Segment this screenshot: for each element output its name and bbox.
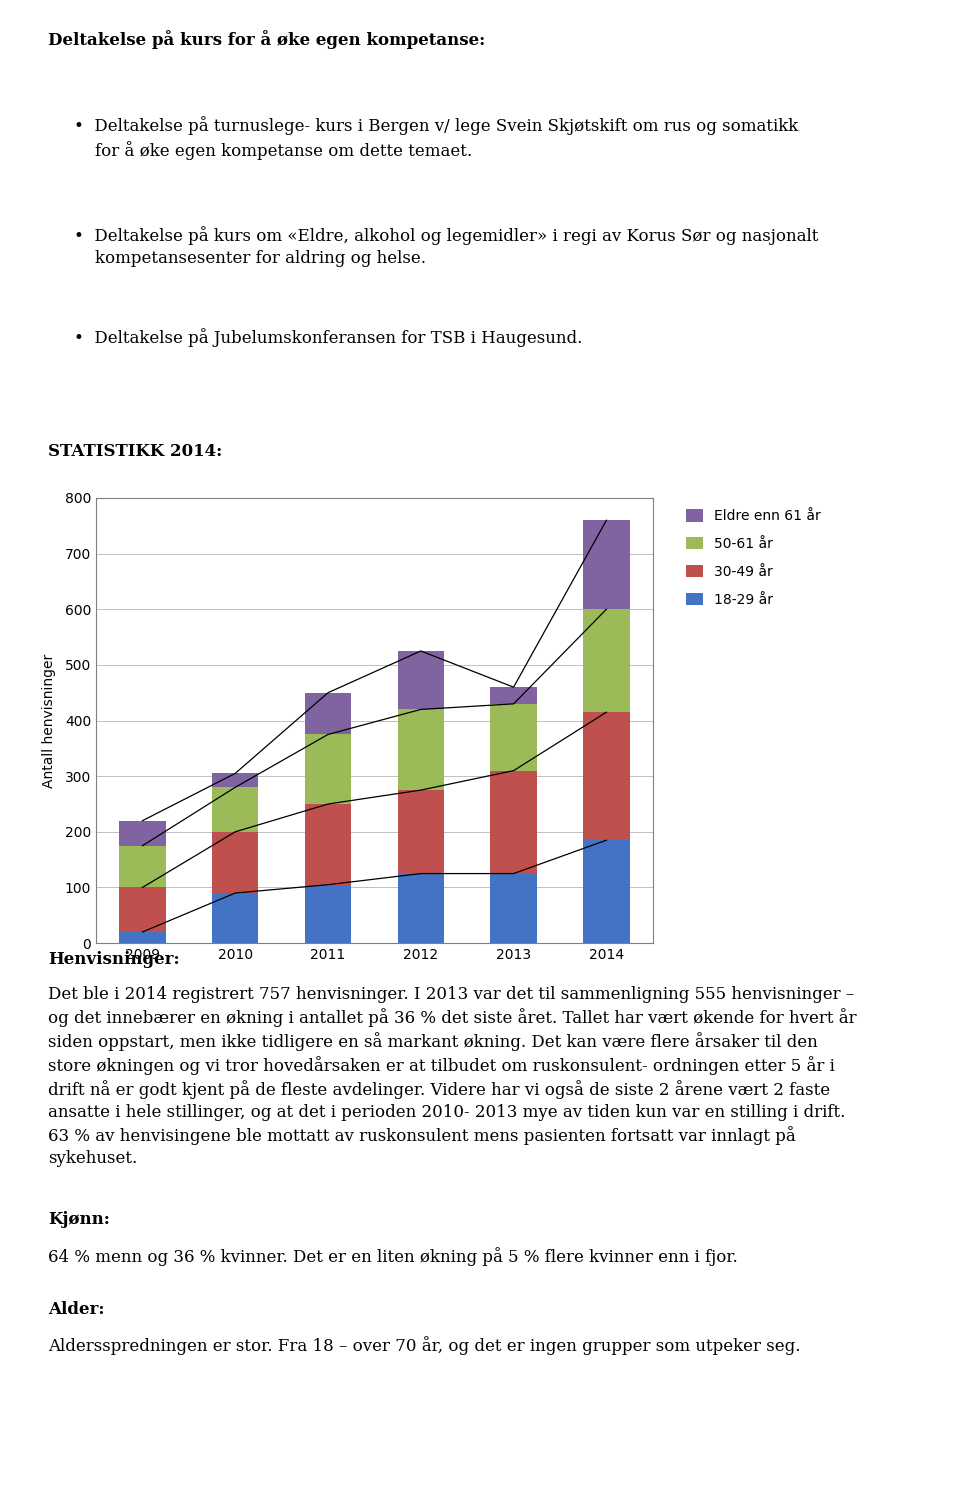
Text: Deltakelse på kurs for å øke egen kompetanse:: Deltakelse på kurs for å øke egen kompet…: [48, 30, 485, 50]
Bar: [212, 831, 258, 893]
Bar: [212, 893, 258, 943]
Text: Det ble i 2014 registrert 757 henvisninger. I 2013 var det til sammenligning 555: Det ble i 2014 registrert 757 henvisning…: [48, 985, 856, 1166]
Bar: [583, 521, 630, 610]
Text: •  Deltakelse på kurs om «Eldre, alkohol og legemidler» i regi av Korus Sør og n: • Deltakelse på kurs om «Eldre, alkohol …: [74, 226, 818, 267]
Bar: [304, 804, 351, 884]
Text: •  Deltakelse på Jubelumskonferansen for TSB i Haugesund.: • Deltakelse på Jubelumskonferansen for …: [74, 329, 583, 347]
Bar: [397, 791, 444, 874]
Bar: [583, 610, 630, 712]
Text: Alder:: Alder:: [48, 1301, 105, 1317]
Bar: [583, 712, 630, 841]
Bar: [304, 884, 351, 943]
Bar: [397, 709, 444, 791]
Text: Henvisninger:: Henvisninger:: [48, 951, 180, 967]
Y-axis label: Antall henvisninger: Antall henvisninger: [42, 653, 57, 788]
Bar: [212, 774, 258, 788]
Text: •  Deltakelse på turnuslege- kurs i Bergen v/ lege Svein Skjøtskift om rus og so: • Deltakelse på turnuslege- kurs i Berge…: [74, 116, 798, 160]
Bar: [304, 735, 351, 804]
Text: Aldersspredningen er stor. Fra 18 – over 70 år, og det er ingen grupper som utpe: Aldersspredningen er stor. Fra 18 – over…: [48, 1337, 801, 1355]
Text: Kjønn:: Kjønn:: [48, 1212, 109, 1228]
Bar: [212, 788, 258, 831]
Text: STATISTIKK 2014:: STATISTIKK 2014:: [48, 442, 223, 460]
Bar: [119, 887, 165, 933]
Bar: [304, 693, 351, 735]
Bar: [119, 845, 165, 887]
Bar: [397, 650, 444, 709]
Bar: [119, 821, 165, 845]
Bar: [491, 771, 537, 874]
Bar: [491, 874, 537, 943]
Bar: [491, 687, 537, 703]
Bar: [583, 841, 630, 943]
Text: 64 % menn og 36 % kvinner. Det er en liten økning på 5 % flere kvinner enn i fjo: 64 % menn og 36 % kvinner. Det er en lit…: [48, 1246, 737, 1266]
Bar: [119, 933, 165, 943]
Bar: [397, 874, 444, 943]
Bar: [491, 703, 537, 771]
Legend: Eldre enn 61 år, 50-61 år, 30-49 år, 18-29 år: Eldre enn 61 år, 50-61 år, 30-49 år, 18-…: [682, 506, 825, 611]
